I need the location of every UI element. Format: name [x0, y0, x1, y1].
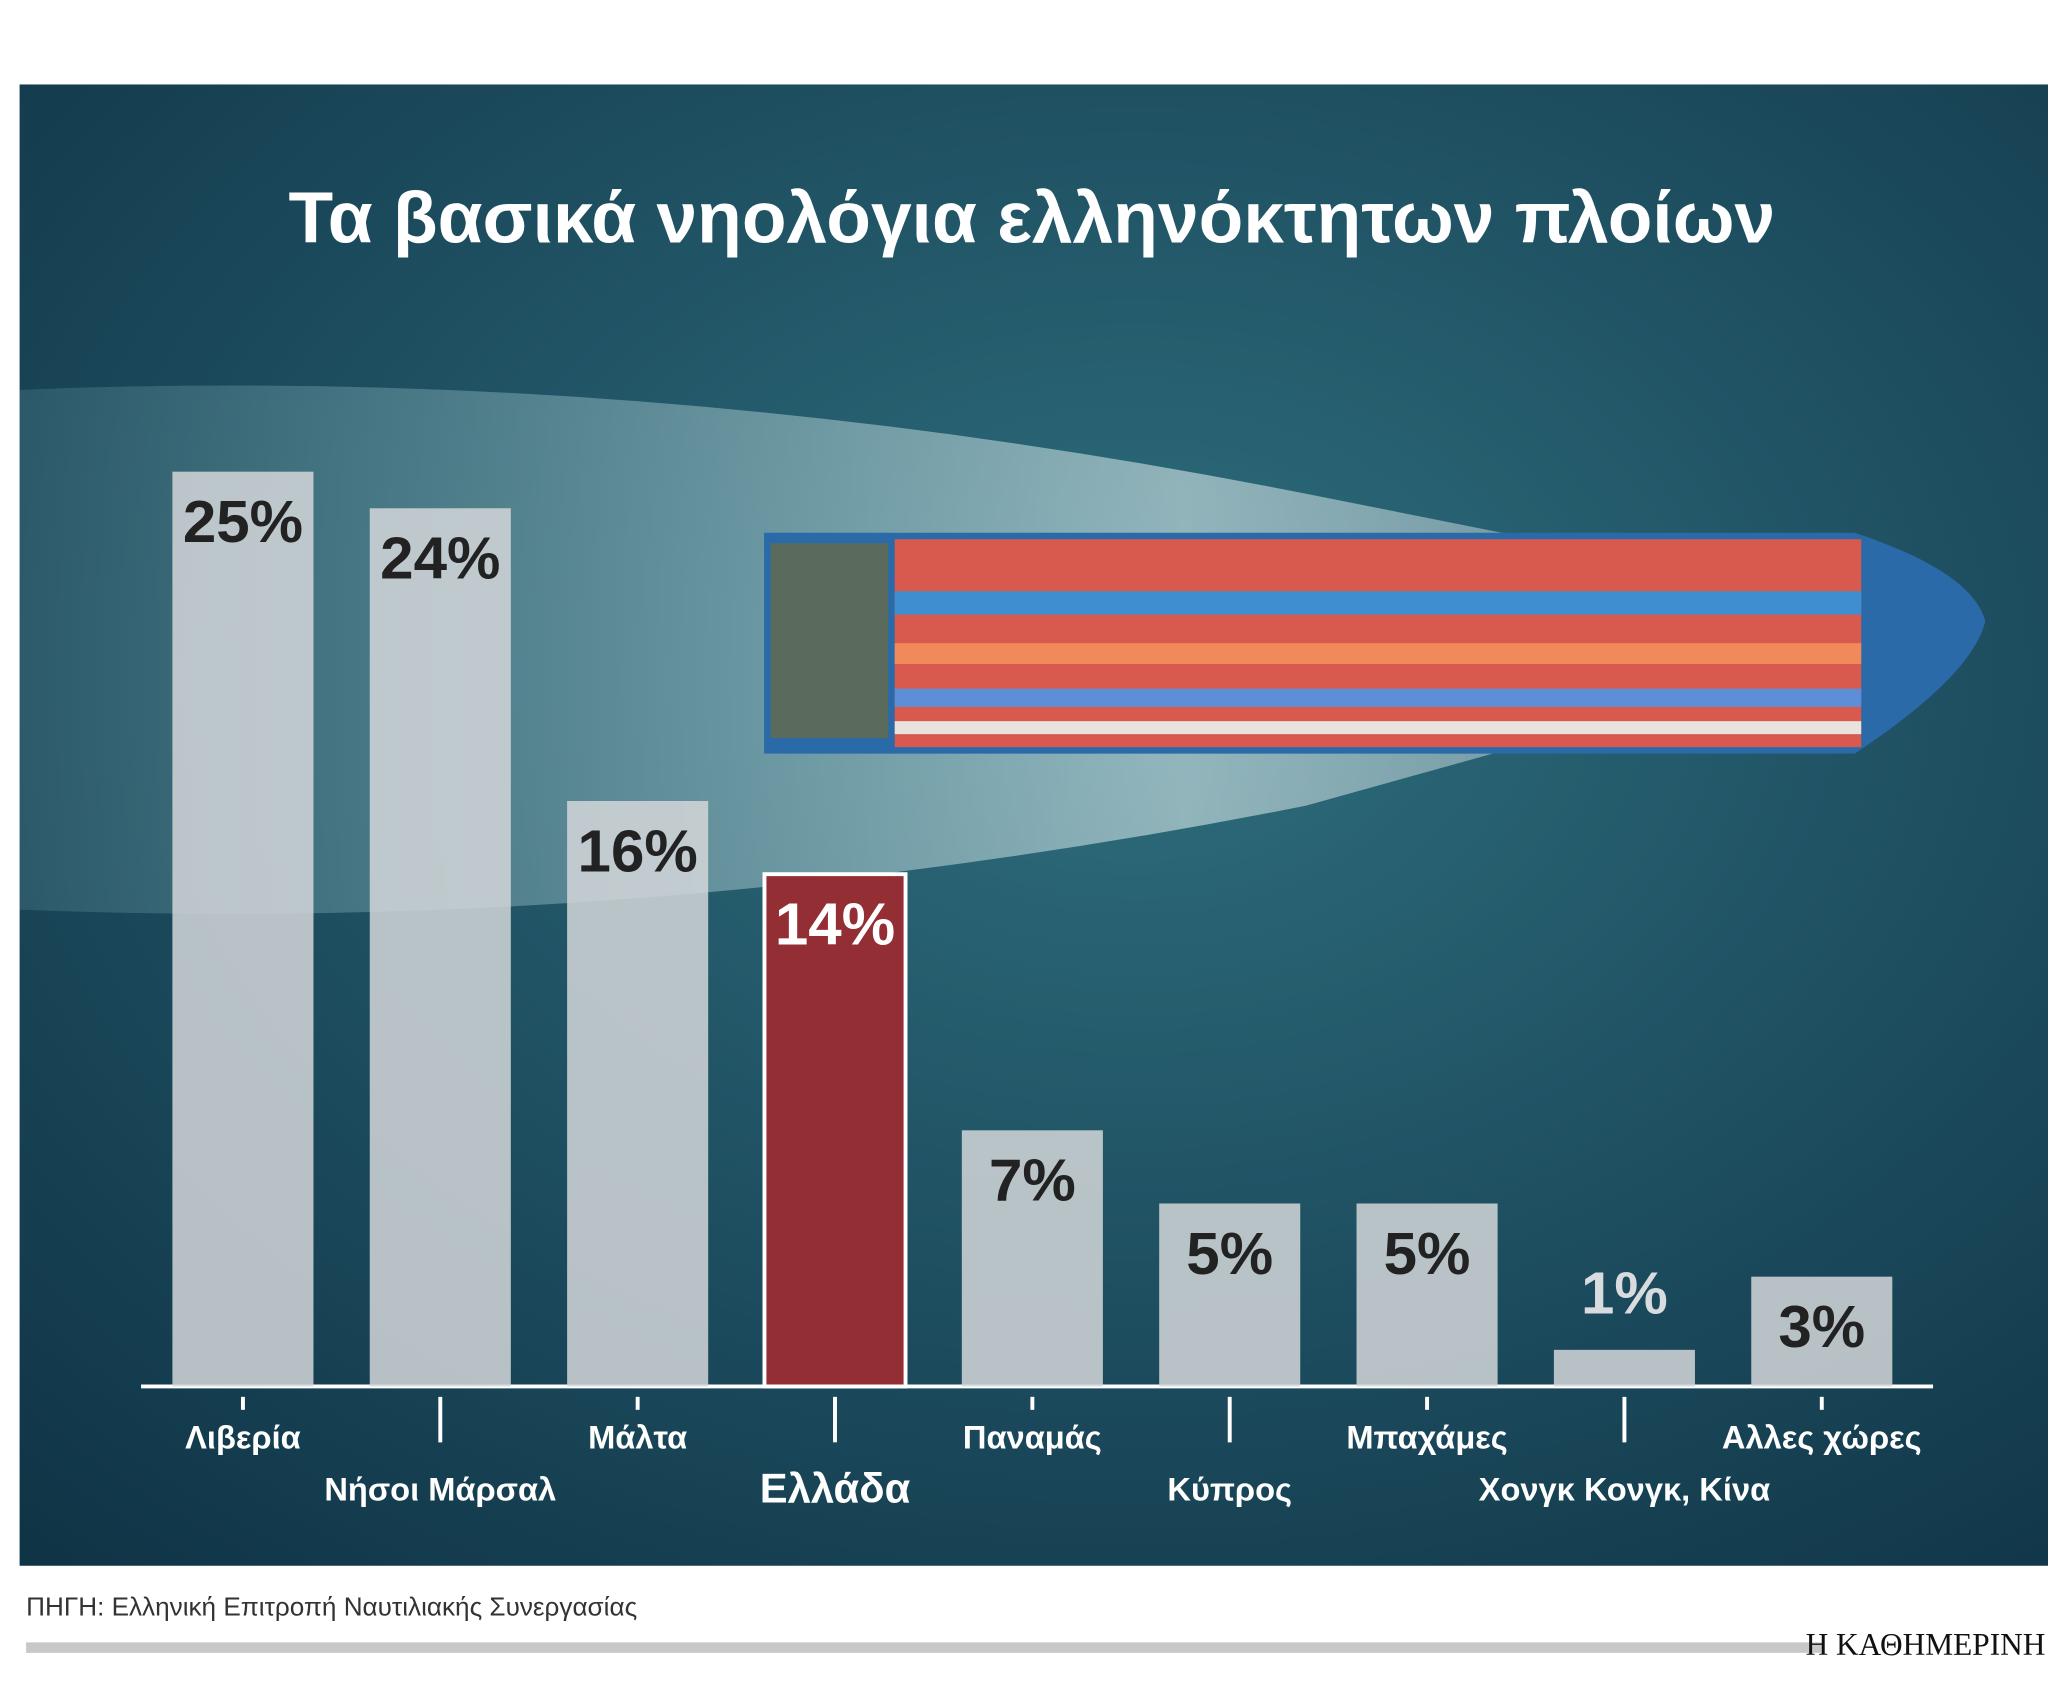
category-label: Αλλες χώρες: [1722, 1419, 1922, 1455]
value-label: 16%: [578, 817, 698, 884]
value-label: 1%: [1581, 1260, 1668, 1327]
value-label: 24%: [380, 525, 500, 592]
value-label: 5%: [1186, 1220, 1273, 1287]
category-label: Ελλάδα: [760, 1465, 911, 1512]
bar: [369, 508, 511, 1387]
value-label: 14%: [775, 891, 895, 958]
bar: [762, 872, 908, 1389]
category-label: Νήσοι Μάρσαλ: [324, 1471, 556, 1507]
category-label: Μάλτα: [588, 1419, 687, 1455]
category-label: Λιβερία: [185, 1419, 301, 1455]
bar: [567, 800, 709, 1387]
value-label: 7%: [989, 1147, 1076, 1214]
bar: [1159, 1203, 1301, 1387]
category-label: Χονγκ Κονγκ, Κίνα: [1479, 1471, 1770, 1507]
bar: [172, 471, 314, 1387]
chart-title: Τα βασικά νηολόγια ελληνόκτητων πλοίων: [288, 178, 1775, 259]
value-label: 3%: [1778, 1293, 1865, 1360]
bar: [1356, 1203, 1498, 1387]
bar: [1751, 1276, 1893, 1387]
value-label: 5%: [1384, 1220, 1471, 1287]
value-label: 25%: [183, 488, 303, 555]
category-label: Παναμάς: [963, 1419, 1102, 1455]
bar: [961, 1130, 1103, 1387]
publisher: Η ΚΑΘΗΜΕΡΙΝΗ: [1806, 1627, 2046, 1662]
category-label: Κύπρος: [1167, 1471, 1292, 1507]
category-label: Μπαχάμες: [1346, 1419, 1507, 1455]
ship: [764, 532, 1986, 754]
source: ΠΗΓΗ: Ελληνική Επιτροπή Ναυτιλιακής Συνε…: [26, 1592, 637, 1622]
bar: [1553, 1349, 1695, 1387]
